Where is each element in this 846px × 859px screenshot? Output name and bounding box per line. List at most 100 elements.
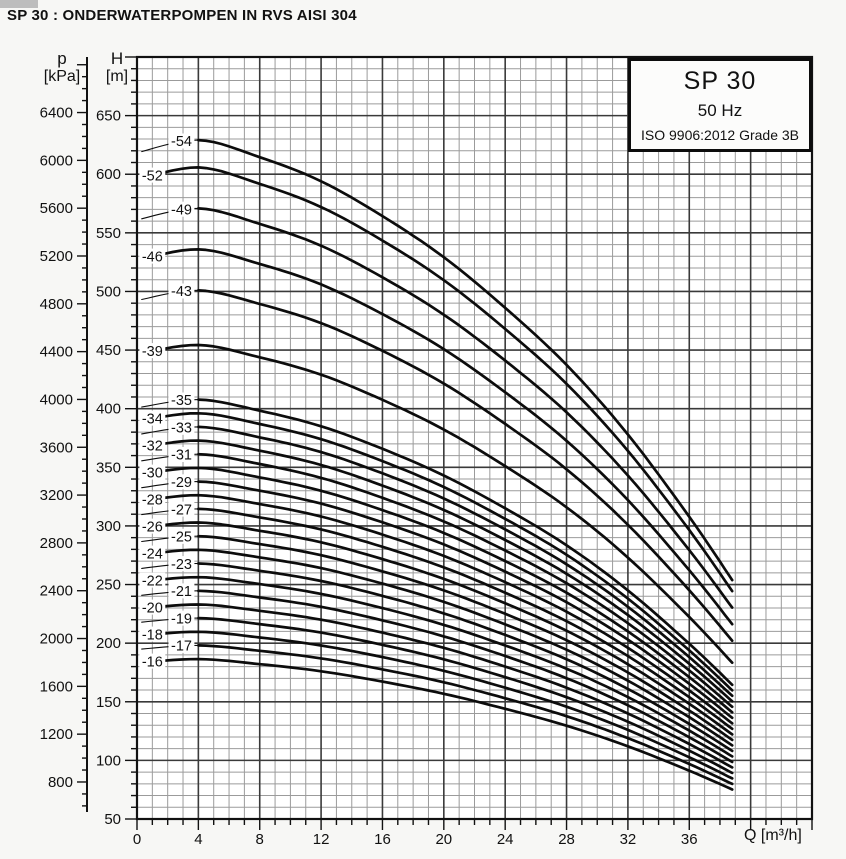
pump-curve-33	[197, 425, 734, 698]
curve-label-22: -22	[142, 573, 163, 589]
svg-text:5200: 5200	[40, 248, 73, 265]
grid-major	[137, 57, 812, 819]
svg-text:1600: 1600	[40, 678, 73, 695]
grid-minor	[137, 57, 812, 819]
pump-curve-21	[197, 589, 734, 764]
legend-model: SP 30	[683, 67, 757, 95]
curve-label-26: -26	[142, 519, 163, 535]
svg-text:28: 28	[558, 831, 575, 848]
pump-curve-34	[162, 411, 734, 692]
pump-curve-26	[162, 521, 734, 736]
svg-text:32: 32	[620, 831, 637, 848]
pump-curve-46	[162, 248, 734, 626]
svg-text:450: 450	[96, 342, 121, 359]
x-axis-unit-label: Q [m³/h]	[744, 827, 802, 844]
curve-label-33: -33	[171, 421, 192, 437]
svg-text:36: 36	[681, 831, 698, 848]
svg-text:50: 50	[104, 811, 121, 828]
svg-text:6400: 6400	[40, 105, 73, 122]
legend-frequency: 50 Hz	[697, 101, 743, 120]
curve-label-27: -27	[171, 502, 192, 518]
svg-text:500: 500	[96, 283, 121, 300]
svg-text:4000: 4000	[40, 391, 73, 408]
pump-curve-19	[197, 616, 734, 775]
svg-text:4800: 4800	[40, 296, 73, 313]
svg-text:200: 200	[96, 635, 121, 652]
pressure-axis-labels: 800 1200 1600 2000 2400 2800 3200 3600 4000 4400 4…	[40, 105, 73, 791]
svg-text:400: 400	[96, 401, 121, 418]
curve-label-52: -52	[142, 168, 163, 184]
pump-curve-18	[162, 630, 734, 780]
pump-curve-16	[162, 657, 734, 791]
svg-text:3200: 3200	[40, 487, 73, 504]
svg-text:12: 12	[313, 831, 330, 848]
head-axis-labels: 50 100 150 200 250 300 350 400 450 500 550 600 650	[96, 108, 121, 828]
pressure-axis-symbol: p	[57, 49, 67, 68]
svg-text:20: 20	[435, 831, 452, 848]
curve-label-31: -31	[171, 448, 192, 464]
svg-text:350: 350	[96, 459, 121, 476]
pump-curve-23	[197, 562, 734, 753]
svg-text:2400: 2400	[40, 583, 73, 600]
svg-text:16: 16	[374, 831, 391, 848]
curve-label-34: -34	[142, 411, 163, 427]
svg-text:4400: 4400	[40, 344, 73, 361]
curve-labels: -54-52-49-46-43-39-35-34-33-32-31-30-29-…	[139, 133, 195, 670]
curve-label-49: -49	[171, 202, 192, 218]
pump-curve-28	[162, 493, 734, 725]
pump-curve-39	[162, 343, 734, 665]
curve-label-18: -18	[142, 627, 163, 643]
curve-label-28: -28	[142, 492, 163, 508]
svg-text:600: 600	[96, 166, 121, 183]
curve-label-24: -24	[142, 546, 163, 562]
pump-curve-20	[162, 603, 734, 769]
svg-text:0: 0	[133, 831, 141, 848]
svg-text:150: 150	[96, 694, 121, 711]
head-axis-unit: H [m]	[96, 49, 138, 86]
svg-text:24: 24	[497, 831, 514, 848]
svg-text:3600: 3600	[40, 439, 73, 456]
svg-text:300: 300	[96, 518, 121, 535]
curve-label-46: -46	[142, 249, 163, 265]
curve-label-25: -25	[171, 530, 192, 546]
svg-text:650: 650	[96, 108, 121, 125]
pump-curve-31	[197, 452, 734, 709]
svg-text:100: 100	[96, 752, 121, 769]
pump-curve-43	[197, 288, 734, 643]
curve-label-23: -23	[171, 557, 192, 573]
legend-standard: ISO 9906:2012 Grade 3B	[641, 127, 799, 143]
pump-curves	[141, 138, 734, 791]
svg-text:8: 8	[256, 831, 264, 848]
curve-label-32: -32	[142, 438, 163, 454]
curve-label-54: -54	[171, 134, 192, 150]
curve-label-20: -20	[142, 600, 163, 616]
scan-artifact	[0, 0, 38, 8]
pump-curve-35	[197, 398, 734, 687]
svg-text:250: 250	[96, 577, 121, 594]
svg-text:5600: 5600	[40, 200, 73, 217]
page-title: SP 30 : ONDERWATERPOMPEN IN RVS AISI 304	[7, 7, 357, 24]
pump-curve-29	[197, 480, 734, 720]
svg-text:4: 4	[194, 831, 202, 848]
curve-label-43: -43	[171, 284, 192, 300]
pressure-axis-unit: p [kPa]	[36, 49, 88, 86]
curve-label-39: -39	[142, 344, 163, 360]
svg-text:800: 800	[48, 774, 73, 791]
pump-curve-25	[197, 534, 734, 742]
curve-label-30: -30	[142, 465, 163, 481]
pump-curve-30	[162, 466, 734, 714]
pump-curve-54	[197, 138, 734, 582]
pump-curve-22	[162, 575, 734, 758]
pump-curve-17	[197, 644, 734, 786]
pump-curve-24	[162, 548, 734, 747]
head-axis-symbol: H	[110, 49, 124, 68]
curve-label-21: -21	[171, 584, 192, 600]
legend-box: SP 30 50 Hz ISO 9906:2012 Grade 3B	[628, 58, 812, 152]
pressure-axis-unit-label: [kPa]	[43, 68, 81, 86]
curve-label-35: -35	[171, 393, 192, 409]
pump-curve-32	[162, 439, 734, 703]
svg-text:2000: 2000	[40, 631, 73, 648]
x-axis-labels: 0 4 8 12 16 20 24 28 32 36	[133, 831, 698, 848]
